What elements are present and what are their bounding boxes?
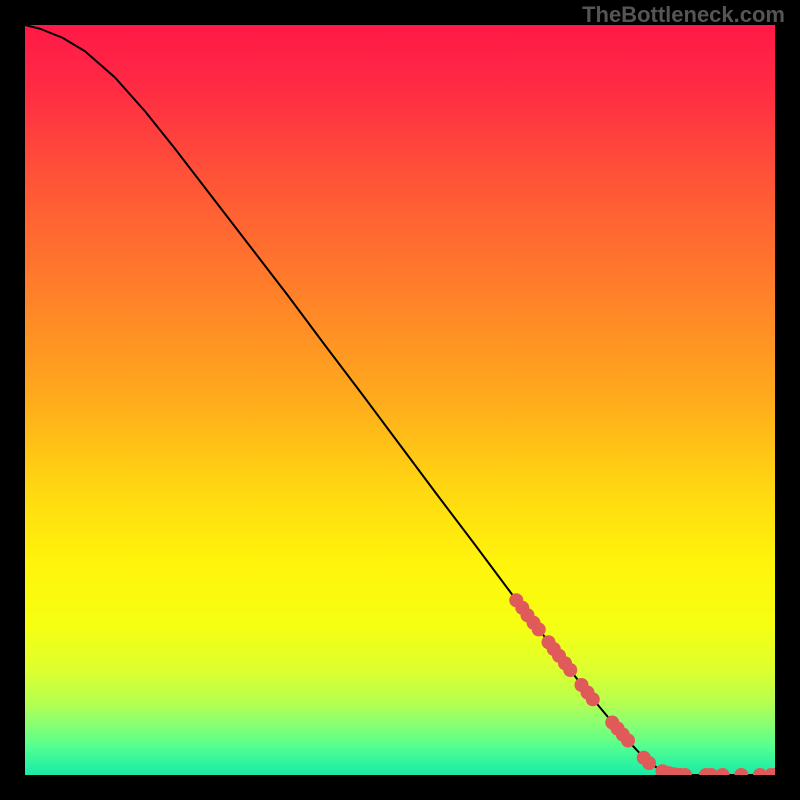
chart-background — [25, 25, 775, 775]
chart-svg — [25, 25, 775, 775]
watermark-text: TheBottleneck.com — [582, 2, 785, 28]
chart-marker — [563, 663, 577, 677]
chart-marker — [586, 692, 600, 706]
chart-marker — [621, 734, 635, 748]
chart-plot-area — [25, 25, 775, 775]
chart-marker — [532, 623, 546, 637]
chart-marker — [642, 756, 656, 770]
